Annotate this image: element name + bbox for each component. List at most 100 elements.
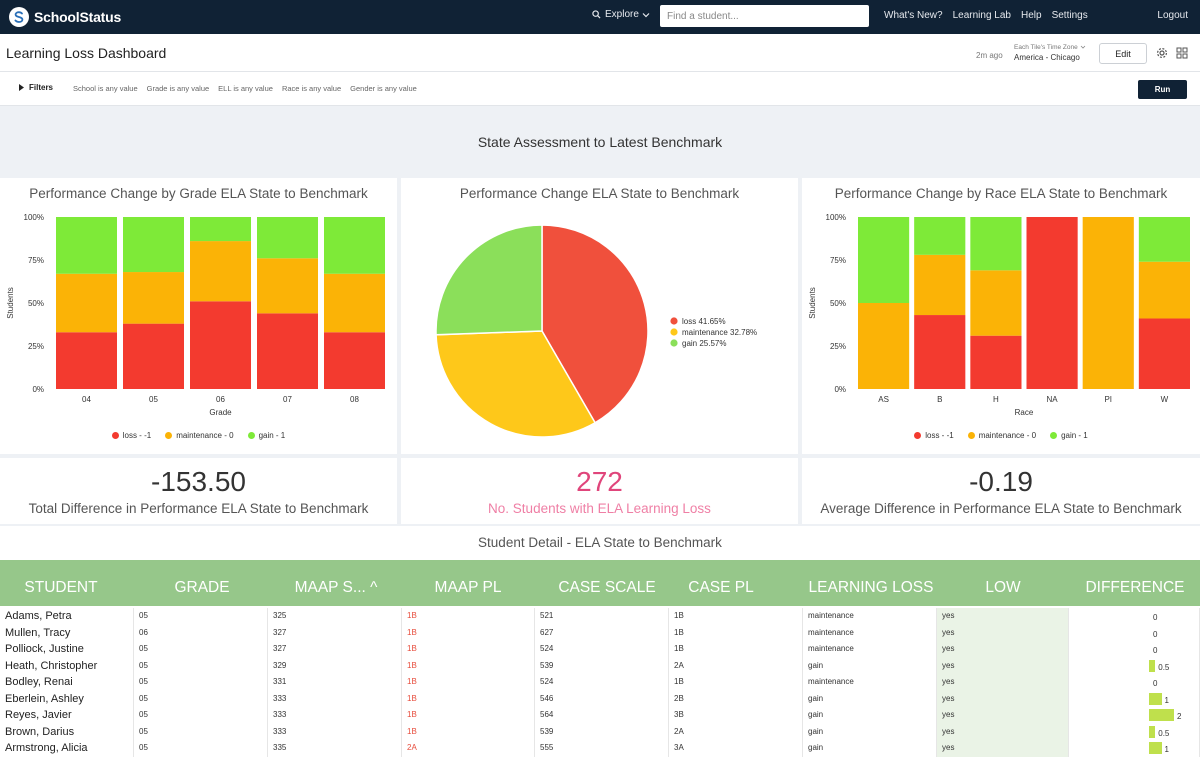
legend-gain[interactable]: gain - 1 [247,431,285,440]
cell-student[interactable]: Heath, Christopher [0,657,134,674]
legend-maintenance[interactable]: maintenance - 0 [967,431,1036,440]
table-row[interactable]: Heath, Christopher 05 329 1B 539 2A gain yes 0.5 [0,657,1200,674]
dashboard-layout-icon[interactable] [1176,47,1188,59]
race-chart-tile: Performance Change by Race ELA State to … [802,178,1200,454]
table-row[interactable]: Polliock, Justine 05 327 1B 524 1B maintenance… [0,641,1200,658]
column-header[interactable]: CASE PL [688,579,754,596]
difference-value: 0.5 [1158,662,1170,672]
student-search-input[interactable] [660,5,869,27]
difference-bar [1149,709,1174,721]
search-icon [592,10,601,19]
learning-lab-link[interactable]: Learning Lab [952,10,1011,21]
cell-student[interactable]: Mullen, Tracy [0,624,134,641]
bar-segment [123,217,184,273]
grade-chart-tile: Performance Change by Grade ELA State to… [0,178,397,454]
explore-menu[interactable]: Explore [592,9,654,20]
table-row[interactable]: Bodley, Renai 05 331 1B 524 1B maintenance yes 0 [0,674,1200,691]
filter-race[interactable]: Race is any value [281,84,342,93]
chart-legend: loss - -1 maintenance - 0 gain - 1 [0,431,397,440]
legend-loss[interactable]: loss - -1 [914,431,954,440]
column-header[interactable]: GRADE [174,579,230,596]
bar-segment [914,217,966,255]
legend-gain[interactable]: gain - 1 [1050,431,1088,440]
cell-grade: 05 [134,690,268,707]
cell-learning-loss: maintenance [803,624,937,641]
table-row[interactable]: Brown, Darius 05 333 1B 539 2A gain yes 0.5 [0,723,1200,740]
table-row[interactable]: Adams, Petra 05 325 1B 521 1B maintenance yes 0 [0,608,1200,625]
difference-value: 0 [1153,679,1158,688]
column-header[interactable]: LOW PERFORMING [950,579,1055,652]
filters-toggle[interactable]: Filters [19,83,53,92]
settings-link[interactable]: Settings [1051,10,1088,21]
edit-button[interactable]: Edit [1099,43,1147,64]
explore-label: Explore [605,9,639,20]
section-title: State Assessment to Latest Benchmark [477,134,723,150]
chart-title: Performance Change by Grade ELA State to… [29,186,368,201]
bar-segment [1082,217,1134,389]
cell-grade: 05 [134,740,268,757]
y-axis-title: Students [808,287,817,319]
x-tick-label: AS [878,395,889,404]
difference-bar [1149,659,1156,672]
bar-segment [324,273,385,333]
cell-student[interactable]: Polliock, Justine [0,641,134,658]
cell-case-pl: 1B [669,674,803,691]
column-header[interactable]: DIFFERENCE [1085,579,1185,596]
cell-student[interactable]: Adams, Petra [0,608,134,625]
table-row[interactable]: Armstrong, Alicia 05 335 2A 555 3A gain yes 1 [0,740,1200,757]
cell-student[interactable]: Armstrong, Alicia [0,740,134,757]
legend-loss[interactable]: loss - -1 [111,431,151,440]
bar-segment [123,272,184,324]
help-link[interactable]: Help [1020,10,1042,21]
filter-gender[interactable]: Gender is any value [350,84,417,93]
app-name: SchoolStatus [34,9,122,25]
filters-label: Filters [29,83,54,92]
column-header[interactable]: STUDENT [24,579,98,596]
gear-icon[interactable] [1156,47,1168,59]
run-button[interactable]: Run [1138,80,1187,99]
pie-chart-tile: Performance Change ELA State to Benchmar… [401,178,798,454]
table-row[interactable]: Reyes, Javier 05 333 1B 564 3B gain yes 2 [0,707,1200,724]
cell-learning-loss: gain [803,740,937,757]
cell-case-pl: 1B [669,641,803,658]
cell-learning-loss: gain [803,690,937,707]
table-row[interactable]: Mullen, Tracy 06 327 1B 627 1B maintenance yes 0 [0,624,1200,641]
bar-segment [56,217,117,274]
difference-value: 0 [1153,629,1158,639]
cell-case-pl: 1B [669,608,803,625]
filter-ell[interactable]: ELL is any value [218,84,273,93]
column-header[interactable]: MAAP PL [434,579,502,596]
bar-segment [1026,217,1078,389]
cell-low: yes [937,641,1069,658]
bar-segment [123,323,184,389]
pie-legend-label: gain 25.57% [682,339,726,348]
performance-pie-chart: loss 41.65% maintenance 32.78% gain 25.57% [435,224,757,438]
app-logo[interactable]: SchoolStatus [9,7,121,27]
y-tick-label: 75% [830,256,846,265]
students-loss-tile: 272 No. Students with ELA Learning Loss [401,458,798,524]
cell-student[interactable]: Eberlein, Ashley [0,690,134,707]
legend-maintenance[interactable]: maintenance - 0 [165,431,234,440]
column-header[interactable]: LEARNING LOSS [808,579,934,596]
cell-maap-pl: 1B [402,674,535,691]
column-header[interactable]: MAAP S... ^ [294,579,378,596]
cell-low: yes [937,657,1069,674]
whats-new-link[interactable]: What's New? [884,10,943,21]
y-tick-label: 100% [826,213,846,222]
column-header[interactable]: CASE SCALE [558,579,656,596]
bar-segment [914,254,966,316]
difference-value: 1 [1164,745,1169,754]
filter-school[interactable]: School is any value [73,84,138,93]
filter-grade[interactable]: Grade is any value [146,84,210,93]
table-row[interactable]: Eberlein, Ashley 05 333 1B 546 2B gain yes 1 [0,690,1200,707]
difference-value: 0 [1153,646,1158,655]
cell-maap-pl: 2A [402,740,535,757]
timezone-selector[interactable]: Each Tile's Time Zone America - Chicago [1014,43,1086,63]
cell-student[interactable]: Brown, Darius [0,723,134,740]
kpi-value: 272 [576,466,623,497]
average-difference-tile: -0.19 Average Difference in Performance … [802,458,1200,524]
cell-maap-s: 329 [268,657,402,674]
cell-student[interactable]: Bodley, Renai [0,674,134,691]
cell-student[interactable]: Reyes, Javier [0,707,134,724]
logout-link[interactable]: Logout [1157,10,1188,21]
